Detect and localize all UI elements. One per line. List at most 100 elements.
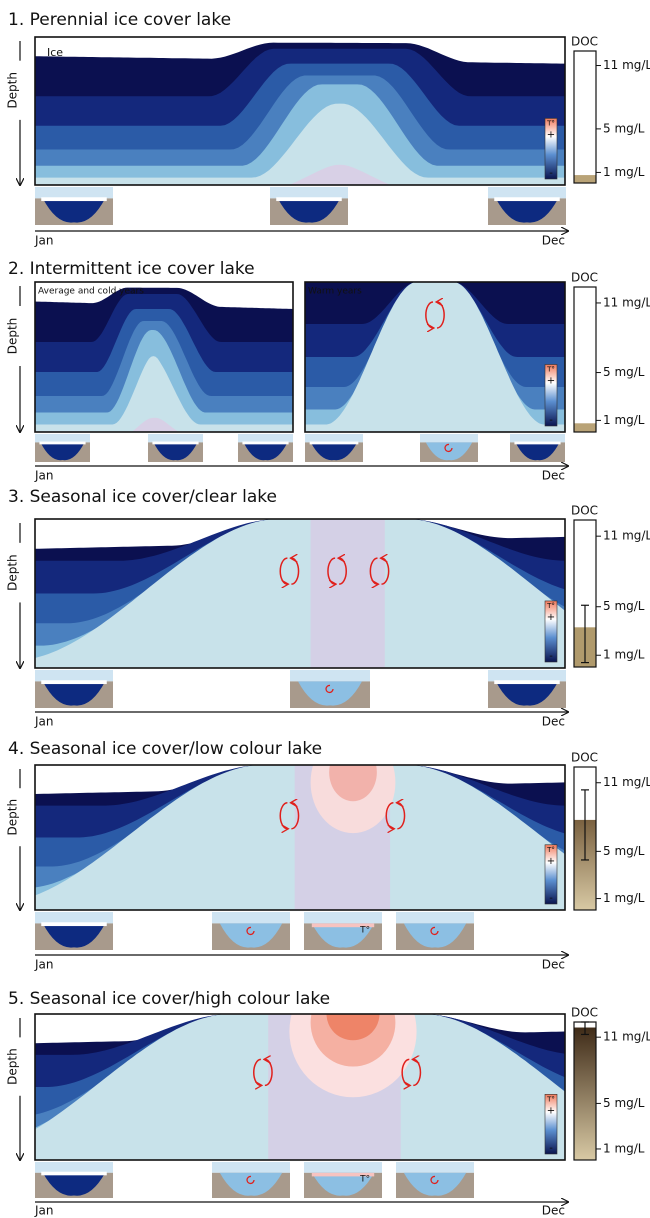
icon-ice bbox=[276, 197, 342, 202]
icon-ice bbox=[242, 441, 289, 445]
circulation-arrow bbox=[279, 802, 287, 829]
doc-title: DOC bbox=[571, 1006, 598, 1020]
icon-ice bbox=[41, 197, 107, 202]
time-end: Dec bbox=[542, 715, 565, 729]
icon-sky bbox=[238, 434, 293, 443]
depth-label: Depth bbox=[6, 799, 20, 836]
lake-icon bbox=[396, 912, 474, 950]
circulation-arrow bbox=[437, 302, 445, 329]
icon-sky bbox=[304, 912, 382, 924]
time-start: Jan bbox=[34, 469, 54, 483]
time-start: Jan bbox=[34, 234, 54, 248]
scale-minus: - bbox=[549, 1143, 553, 1154]
lake-icon bbox=[420, 434, 478, 462]
icon-sky bbox=[270, 187, 348, 199]
icon-sky bbox=[212, 912, 290, 924]
plot-frame bbox=[34, 281, 294, 433]
plot-frame bbox=[34, 764, 566, 911]
icon-water bbox=[219, 923, 283, 948]
circulation-arrow bbox=[339, 558, 347, 585]
icon-circulation bbox=[430, 1175, 439, 1185]
lake-icon bbox=[270, 187, 348, 225]
icon-ice bbox=[41, 1171, 107, 1176]
icon-water bbox=[153, 442, 198, 461]
time-end: Dec bbox=[542, 958, 565, 972]
icon-ice bbox=[152, 441, 199, 445]
lake-icon bbox=[35, 1162, 113, 1198]
icon-water bbox=[42, 681, 106, 706]
lake-icon bbox=[35, 912, 113, 950]
panel-title: 2. Intermittent ice cover lake bbox=[8, 259, 255, 279]
lake-icon bbox=[290, 670, 370, 708]
temperature-scale bbox=[544, 1094, 558, 1155]
icon-label: T° bbox=[359, 1174, 370, 1184]
panel-title: 5. Seasonal ice cover/high colour lake bbox=[8, 989, 330, 1009]
lake-icon bbox=[35, 187, 113, 225]
icon-sky bbox=[290, 670, 370, 682]
circulation-arrow bbox=[425, 301, 433, 328]
icon-warm-layer bbox=[311, 923, 375, 928]
doc-fill bbox=[574, 819, 596, 910]
lake-icon bbox=[238, 434, 293, 462]
doc-tick-label: 1 mg/L bbox=[603, 648, 645, 662]
icon-water bbox=[42, 923, 106, 948]
doc-tick-label: 11 mg/L bbox=[603, 295, 650, 309]
time-start: Jan bbox=[34, 1204, 54, 1218]
temperature-layer bbox=[35, 519, 565, 668]
icon-water bbox=[219, 1172, 283, 1196]
lake-icon bbox=[488, 670, 566, 708]
icon-water bbox=[277, 198, 341, 223]
icon-ice bbox=[39, 441, 86, 445]
icon-sky bbox=[488, 670, 566, 682]
doc-title: DOC bbox=[571, 271, 598, 285]
icon-sky bbox=[35, 187, 113, 199]
plot-label: Average and cold years bbox=[38, 287, 144, 297]
depth-label: Depth bbox=[6, 554, 20, 591]
doc-tick-label: 5 mg/L bbox=[603, 1096, 645, 1110]
icon-ice bbox=[514, 441, 561, 445]
depth-label: Depth bbox=[6, 1048, 20, 1085]
temperature-scale bbox=[544, 118, 558, 180]
icon-water bbox=[495, 681, 559, 706]
icon-water bbox=[403, 923, 467, 948]
plot-frame bbox=[34, 36, 566, 186]
plot bbox=[35, 765, 565, 910]
temperature-scale bbox=[544, 600, 558, 663]
icon-sky bbox=[35, 670, 113, 682]
icon-sky bbox=[35, 434, 90, 443]
lake-icon bbox=[212, 1162, 290, 1198]
plot-frame bbox=[34, 1013, 566, 1161]
icon-circulation bbox=[325, 684, 334, 694]
doc-fill bbox=[574, 423, 596, 432]
icon-water bbox=[403, 1172, 467, 1196]
temperature-scale bbox=[544, 364, 558, 427]
doc-bar bbox=[573, 766, 597, 911]
doc-tick-label: 11 mg/L bbox=[603, 1030, 650, 1044]
icon-sky bbox=[510, 434, 565, 443]
icon-circulation bbox=[444, 443, 453, 453]
icon-sky bbox=[420, 434, 478, 443]
circulation-arrow bbox=[397, 803, 406, 830]
doc-tick-label: 11 mg/L bbox=[603, 58, 650, 72]
icon-sky bbox=[304, 1162, 382, 1173]
temperature-layer bbox=[35, 356, 293, 432]
lake-icon bbox=[35, 670, 113, 708]
icon-circulation bbox=[246, 926, 255, 936]
plot-label: Warm years bbox=[308, 287, 362, 297]
scale-title: T° bbox=[546, 846, 555, 854]
doc-bar bbox=[573, 286, 597, 433]
doc-tick-label: 5 mg/L bbox=[603, 844, 645, 858]
lake-icon: T° bbox=[304, 912, 382, 950]
icon-sky bbox=[35, 912, 113, 924]
circulation-arrow bbox=[327, 557, 335, 584]
warm-layer bbox=[329, 765, 377, 802]
scale-title: T° bbox=[546, 602, 555, 610]
doc-bar bbox=[573, 519, 597, 668]
temperature-scale bbox=[544, 844, 558, 905]
icon-sky bbox=[35, 1162, 113, 1173]
temperature-layer bbox=[131, 417, 179, 432]
icon-sky bbox=[488, 187, 566, 199]
plot bbox=[305, 282, 565, 432]
icon-circulation bbox=[430, 926, 439, 936]
scale-minus: - bbox=[549, 651, 553, 662]
